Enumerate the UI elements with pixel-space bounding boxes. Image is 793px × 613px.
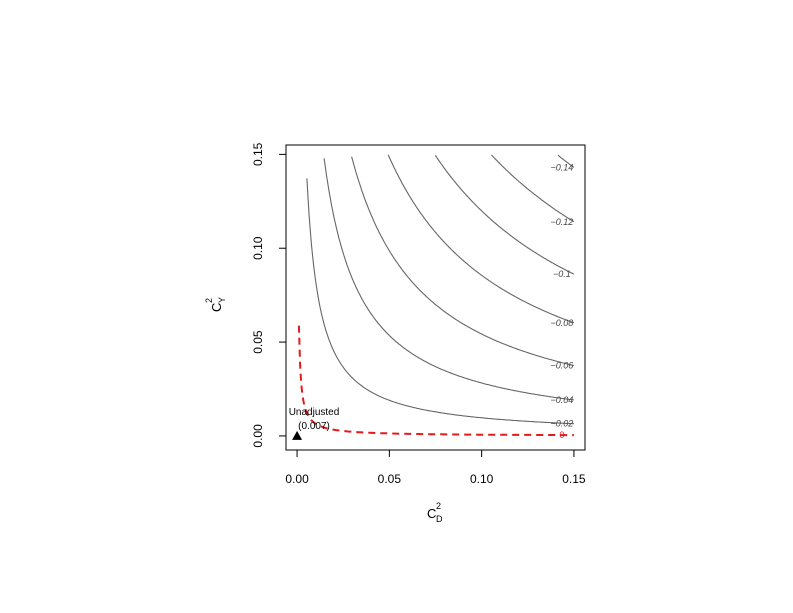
contour-lines xyxy=(297,154,575,437)
y-axis-title-main: C xyxy=(209,303,224,312)
x-axis-title-sub: D xyxy=(436,514,443,524)
y-axis-title: C 2 Y xyxy=(204,297,227,312)
contour-line xyxy=(557,154,575,168)
contour-label: −0.08 xyxy=(551,318,574,328)
contour-label: −0.04 xyxy=(551,395,574,405)
y-tick-label: 0.00 xyxy=(251,424,265,448)
y-tick-label: 0.05 xyxy=(251,330,265,354)
unadjusted-annotation: Unadjusted (0.007) xyxy=(289,407,340,440)
x-tick-label: 0.00 xyxy=(285,472,309,486)
contour-labels: 0−0.02 −0.04 −0.06 −0.08 −0.1 −0.12 −0.14 xyxy=(551,162,574,440)
y-axis-title-sup: 2 xyxy=(204,298,214,303)
y-tick-label: 0.10 xyxy=(251,236,265,260)
contour-line xyxy=(323,158,574,401)
unadjusted-label: Unadjusted xyxy=(289,407,340,418)
x-tick-label: 0.15 xyxy=(562,472,586,486)
unadjusted-value: (0.007) xyxy=(298,421,330,432)
x-axis-title-main: C xyxy=(427,506,436,521)
unadjusted-marker xyxy=(292,430,303,440)
plot-frame xyxy=(285,144,586,451)
y-axis: 0.00 0.05 0.10 0.15 xyxy=(251,142,287,448)
x-axis-title-sup: 2 xyxy=(436,501,441,511)
x-tick-label: 0.10 xyxy=(470,472,494,486)
contour-label: −0.02 xyxy=(551,419,574,429)
contour-line xyxy=(297,325,574,437)
contour-line xyxy=(491,154,575,223)
x-axis-title: C 2 D xyxy=(427,501,443,524)
contour-line xyxy=(306,178,574,425)
contour-label: −0.14 xyxy=(551,162,574,172)
x-axis: 0.00 0.05 0.10 0.15 xyxy=(285,449,586,486)
x-tick-label: 0.05 xyxy=(378,472,402,486)
contour-label: −0.06 xyxy=(551,361,574,371)
contour-line xyxy=(351,156,575,367)
contour-label: −0.12 xyxy=(551,217,574,227)
contour-line xyxy=(434,155,575,275)
contour-label: −0.1 xyxy=(553,269,571,279)
y-axis-title-sub: Y xyxy=(217,297,227,303)
y-tick-label: 0.15 xyxy=(251,142,265,166)
contour-line xyxy=(387,154,575,324)
contour-label: 0 xyxy=(559,430,564,440)
